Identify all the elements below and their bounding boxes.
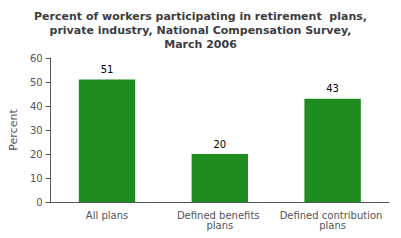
svg-text:Percent of workers participati: Percent of workers participating in reti… — [34, 10, 367, 23]
svg-text:51: 51 — [101, 64, 114, 75]
svg-text:Percent: Percent — [7, 109, 20, 151]
svg-text:40: 40 — [30, 101, 43, 112]
svg-text:20: 20 — [30, 149, 43, 160]
svg-text:Defined contribution: Defined contribution — [279, 209, 386, 221]
svg-text:plans: plans — [319, 220, 346, 231]
svg-text:Defined benefits: Defined benefits — [176, 209, 263, 221]
svg-text:30: 30 — [30, 125, 43, 136]
svg-text:50: 50 — [30, 77, 43, 88]
svg-text:10: 10 — [30, 173, 43, 184]
svg-text:60: 60 — [30, 53, 43, 64]
svg-text:43: 43 — [326, 83, 339, 94]
svg-text:plans: plans — [206, 220, 233, 231]
svg-text:0: 0 — [36, 197, 42, 208]
svg-text:20: 20 — [213, 139, 226, 150]
svg-text:March 2006: March 2006 — [164, 38, 237, 51]
svg-text:All plans: All plans — [86, 210, 128, 221]
svg-text:private industry, National Com: private industry, National Compensation … — [50, 24, 352, 37]
